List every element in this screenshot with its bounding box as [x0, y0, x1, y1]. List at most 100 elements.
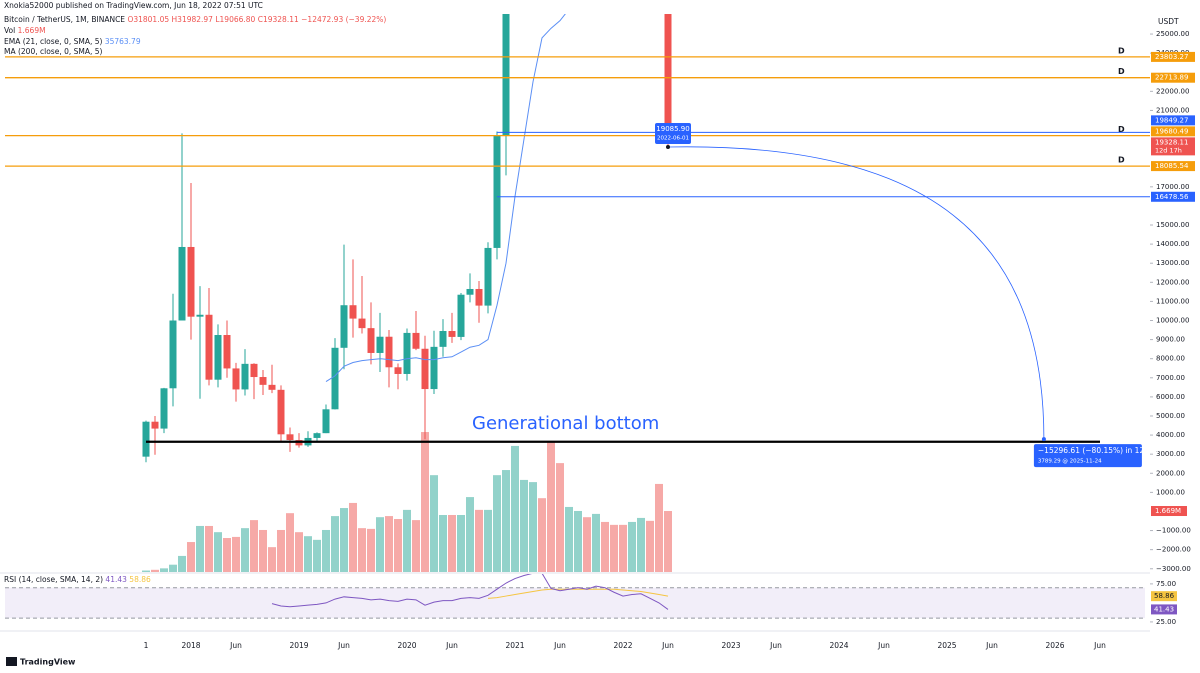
legend-item: L19066.80 [215, 15, 255, 24]
price-tag [1151, 115, 1195, 126]
price-tag [1151, 72, 1195, 83]
candle-body [169, 320, 177, 389]
y-tick-label: 15000.00 [1156, 221, 1189, 229]
volume-bar [277, 529, 285, 572]
candle-body [241, 363, 249, 390]
y-tick-label: 14000.00 [1156, 240, 1189, 248]
currency: USDT [1158, 17, 1179, 26]
y-tick-label: 9000.00 [1156, 336, 1185, 344]
rsi-ma-line [487, 588, 669, 599]
x-tick-label: Jun [1093, 641, 1106, 650]
x-tick-label: 2020 [397, 641, 416, 650]
legend-line: RSI (14, close, SMA, 14, 2) 41.43 58.86 [4, 575, 151, 584]
measure-end [1041, 437, 1046, 442]
volume-bar [358, 528, 366, 572]
volume-bar [421, 432, 429, 572]
rsi-tag [1151, 604, 1177, 615]
volume-bar [223, 538, 231, 572]
price-tag-label: 16478.56 [1155, 193, 1189, 201]
y-tick-label: 11000.00 [1156, 297, 1189, 305]
candle-body [286, 434, 294, 441]
candle-body [322, 409, 330, 434]
candle-body [385, 336, 393, 368]
volume-bar [538, 498, 546, 572]
x-tick-label: 2023 [721, 641, 740, 650]
price-tag-label: 18085.54 [1155, 162, 1189, 170]
legend-item: 1.669M [18, 26, 46, 35]
candle-body [484, 247, 492, 306]
volume-bar [340, 508, 348, 572]
candle-body [187, 246, 195, 317]
candle-body [160, 388, 168, 429]
measure-arc [667, 146, 1045, 440]
candle-body [277, 389, 285, 435]
rsi-tick-label: 25.00 [1156, 618, 1176, 626]
volume-bar [574, 510, 582, 572]
price-tag-label: 23803.27 [1155, 53, 1188, 61]
volume-bar [259, 529, 267, 572]
candle-body [394, 367, 402, 374]
legend-item: C19328.11 [258, 15, 299, 24]
candle-body [421, 348, 429, 390]
candle-body [448, 331, 456, 337]
measure-change: −15296.61 (−80.15%) in 1253d [1038, 446, 1159, 455]
candle-body [430, 346, 438, 390]
candle-body [403, 332, 411, 374]
legend-item: 58.86 [129, 575, 151, 584]
volume-bar [475, 509, 483, 572]
volume-bar [493, 475, 501, 572]
volume-bar [466, 497, 474, 572]
volume-bar [187, 542, 195, 572]
candle-body [313, 433, 321, 438]
legend-line: Vol 1.669M [4, 26, 46, 35]
measure-start [666, 144, 670, 149]
volume-bar [394, 519, 402, 572]
volume-bar [196, 525, 204, 572]
volume-bar [295, 532, 303, 572]
volume-bar [169, 564, 177, 572]
price-tag [1151, 137, 1195, 156]
x-tick-label: 2021 [505, 641, 524, 650]
rsi-band [5, 587, 1145, 619]
volume-bar [610, 524, 618, 572]
volume-bar [412, 520, 420, 572]
price-tag-label: 19849.27 [1155, 116, 1188, 124]
countdown: 12d 17h [1155, 146, 1182, 154]
volume-bar [619, 524, 627, 572]
y-tick-label: 3000.00 [1156, 450, 1185, 458]
legend-item: 41.43 [105, 575, 127, 584]
candle-body [268, 384, 276, 390]
volume-bar [502, 470, 510, 572]
y-tick-label: 13000.00 [1156, 259, 1189, 267]
candle-body [412, 332, 420, 349]
volume-bar [583, 517, 591, 572]
candle-body [340, 305, 348, 348]
candle-body [358, 318, 366, 329]
candle-body [142, 421, 150, 457]
price-tag-label: 22713.89 [1155, 74, 1188, 82]
measure-start-date: 2022-06-01 [657, 135, 689, 141]
volume-bar [331, 516, 339, 572]
volume-bar [349, 502, 357, 572]
legend-item: 35763.79 [105, 37, 141, 46]
volume-bar [655, 483, 663, 572]
volume-bar [250, 520, 258, 572]
volume-bar [286, 513, 294, 572]
legend-line: MA (200, close, 0, SMA, 5) [4, 47, 103, 56]
y-tick-label: 12000.00 [1156, 278, 1189, 286]
footer: TradingView [20, 658, 76, 667]
measure-start-label: 19085.90 [656, 125, 689, 133]
x-tick-label: Jun [661, 641, 674, 650]
volume-bar [151, 569, 159, 572]
candle-body [457, 294, 465, 337]
level-marker: D [1118, 156, 1125, 165]
y-tick-label: 25000.00 [1156, 30, 1189, 38]
volume-bar [511, 445, 519, 572]
volume-bar [403, 509, 411, 572]
legend-item: Bitcoin / TetherUS, 1M, BINANCE [4, 15, 125, 24]
candle-body [196, 314, 204, 317]
volume-bar [637, 517, 645, 572]
ema-line [325, 14, 566, 383]
volume-bar [457, 514, 465, 572]
